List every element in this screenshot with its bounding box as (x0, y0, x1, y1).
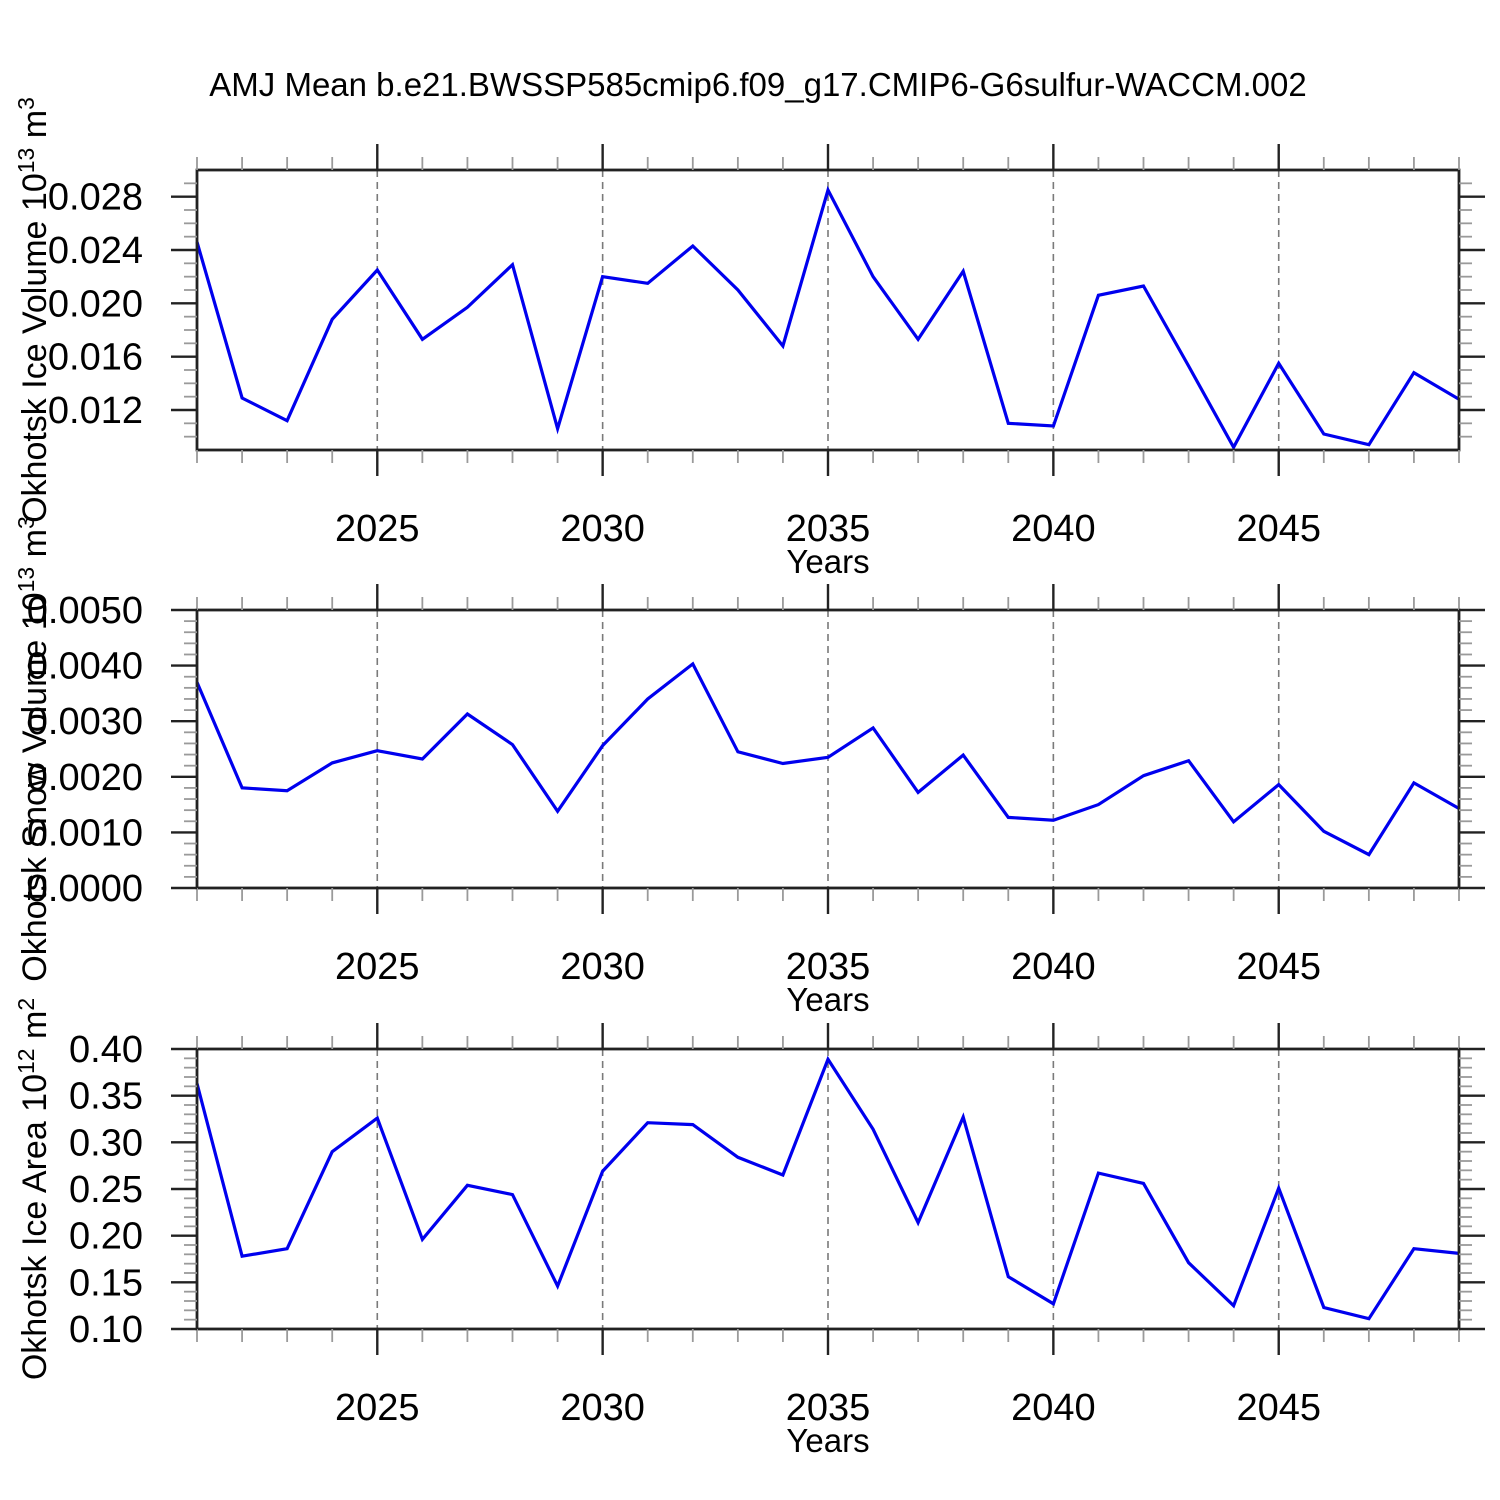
y-tick-label: 0.0030 (27, 701, 143, 743)
x-tick-label: 2040 (1011, 1387, 1096, 1429)
x-tick-label: 2035 (786, 508, 871, 550)
y-tick-label: 0.15 (69, 1262, 143, 1304)
x-tick-label: 2045 (1236, 1387, 1321, 1429)
panel-ice-volume: 0.012 0.016 0.020 0.024 0.028 2025 2030 2035 204… (13, 97, 1485, 580)
data-line-snow-volume (195, 661, 1460, 857)
y-axis-ticks: 0.10 0.150.20 0.25 0.300.35 0.40 (69, 1029, 1485, 1351)
x-tick-label: 2045 (1236, 946, 1321, 988)
y-tick-label: 0.028 (48, 177, 143, 219)
y-tick-label: 0.0050 (27, 590, 143, 632)
y-axis-ticks: 0.0000 0.0010 0.0020 0.0030 0.0040 0.0050 (27, 590, 1485, 910)
y-tick-label: 0.020 (48, 283, 143, 325)
x-tick-label: 2025 (335, 946, 420, 988)
x-axis-labels: 2025 2030 2035 2040 2045 Years (335, 508, 1321, 580)
y-tick-label: 0.30 (69, 1122, 143, 1164)
y-axis-label: Okhotsk Snow Volume 1013 m3 (13, 516, 54, 982)
x-axis-title: Years (786, 1422, 869, 1459)
x-tick-label: 2040 (1011, 508, 1096, 550)
y-tick-label: 0.35 (69, 1076, 143, 1118)
y-tick-label: 0.40 (69, 1029, 143, 1071)
y-tick-label: 0.016 (48, 337, 143, 379)
panel-snow-volume: 0.0000 0.0010 0.0020 0.0030 0.0040 0.0050 2025… (13, 516, 1485, 1018)
gridlines (376, 610, 1280, 888)
x-tick-label: 2040 (1011, 946, 1096, 988)
x-tick-label: 2030 (560, 508, 645, 550)
x-tick-label: 2035 (786, 1387, 871, 1429)
x-tick-label: 2025 (335, 1387, 420, 1429)
y-axis-ticks: 0.012 0.016 0.020 0.024 0.028 (48, 177, 1485, 438)
x-axis-ticks (196, 1023, 1460, 1355)
y-tick-label: 0.012 (48, 390, 143, 432)
y-tick-label: 0.20 (69, 1216, 143, 1258)
gridlines (376, 1049, 1280, 1329)
y-tick-label: 0.0020 (27, 757, 143, 799)
x-axis-title: Years (786, 981, 869, 1018)
x-tick-label: 2035 (786, 946, 871, 988)
y-tick-label: 0.25 (69, 1169, 143, 1211)
x-axis-labels: 2025 2030 2035 2040 2045 Years (335, 1387, 1321, 1459)
data-line-ice-volume (195, 185, 1460, 451)
y-tick-label: 0.0010 (27, 812, 143, 854)
x-tick-label: 2030 (560, 946, 645, 988)
x-axis-ticks (196, 584, 1460, 914)
x-axis-labels: 2025 2030 2035 2040 2045 Years (335, 946, 1321, 1018)
chart-panels: 0.012 0.016 0.020 0.024 0.028 2025 2030 2035 204… (13, 97, 1485, 1459)
y-tick-label: 0.10 (69, 1309, 143, 1351)
panel-ice-area: 0.10 0.150.20 0.25 0.300.35 0.40 2025 2030 2035… (13, 998, 1485, 1459)
y-axis-label: Okhotsk Ice Area 1012 m2 (13, 998, 54, 1380)
x-axis-title: Years (786, 543, 869, 580)
gridlines (376, 170, 1280, 450)
x-tick-label: 2045 (1236, 508, 1321, 550)
y-tick-label: 0.0040 (27, 646, 143, 688)
figure-title: AMJ Mean b.e21.BWSSP585cmip6.f09_g17.CMI… (209, 66, 1306, 103)
y-axis-label: Okhotsk Ice Volume 1013 m3 (13, 97, 54, 523)
y-tick-label: 0.0000 (27, 868, 143, 910)
y-tick-label: 0.024 (48, 230, 143, 272)
x-axis-ticks (196, 144, 1460, 476)
x-tick-label: 2025 (335, 508, 420, 550)
x-tick-label: 2030 (560, 1387, 645, 1429)
data-line-ice-area (195, 1055, 1460, 1321)
